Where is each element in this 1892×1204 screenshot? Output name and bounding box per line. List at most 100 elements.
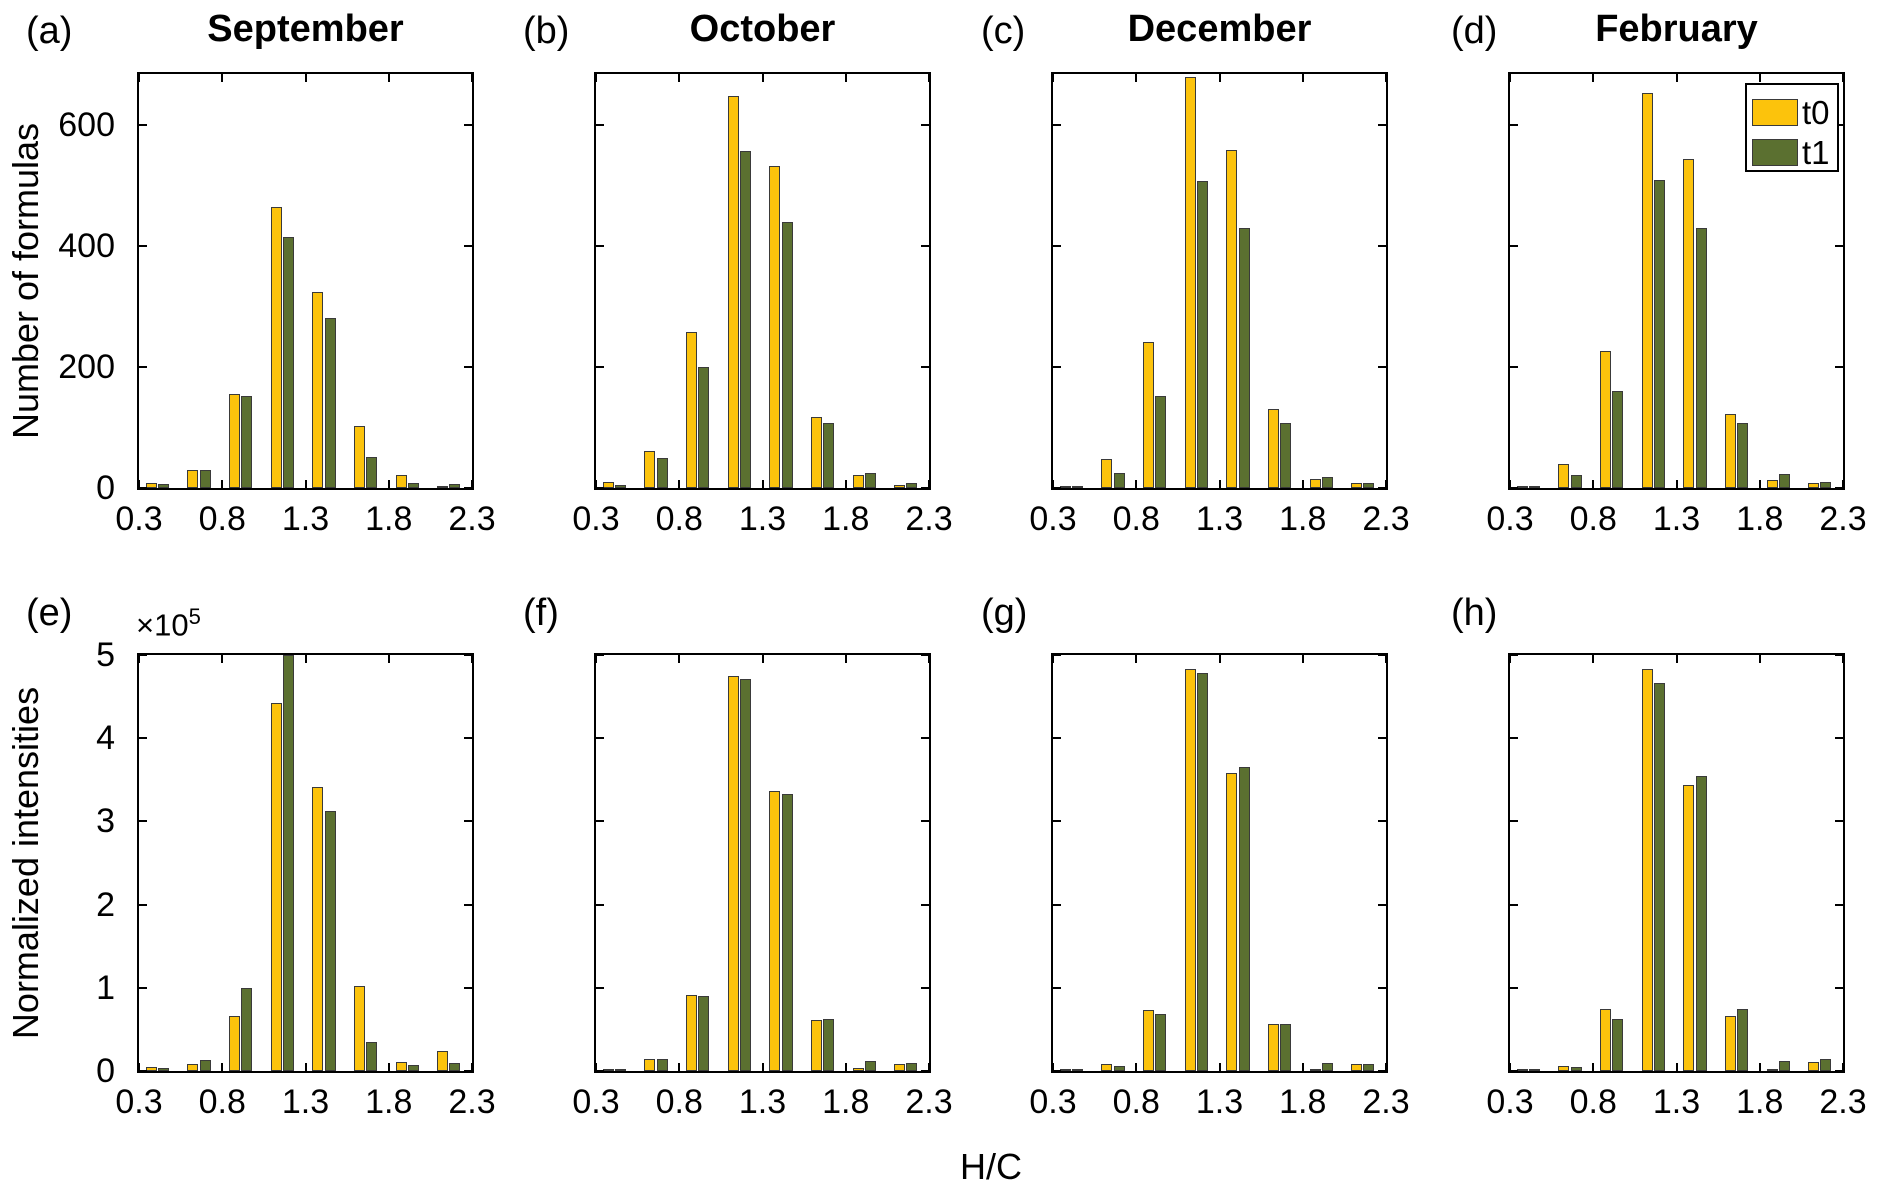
x-tick <box>1509 1063 1511 1071</box>
bar-f-t1-bin6 <box>823 1019 835 1071</box>
bar-a-t1-bin7 <box>407 482 419 488</box>
bar-h-t0-bin1 <box>1516 1069 1528 1071</box>
x-tick-label: 1.3 <box>1652 1083 1701 1121</box>
bar-b-t1-bin3 <box>698 367 710 488</box>
bar-f-t0-bin5 <box>769 790 781 1071</box>
bar-e-t1-bin1 <box>158 1067 169 1071</box>
x-tick-mirror <box>1592 655 1595 663</box>
x-tick-mirror <box>595 655 597 663</box>
x-tick-label: 2.3 <box>905 500 953 538</box>
bar-g-t1-bin7 <box>1321 1062 1333 1071</box>
bar-c-t0-bin8 <box>1351 482 1363 488</box>
y-tick-mirror <box>1378 487 1386 489</box>
y-tick <box>1053 654 1061 656</box>
y-tick-label: 3 <box>96 802 115 841</box>
x-tick-mirror <box>1675 74 1678 82</box>
bar-a-t0-bin5 <box>312 291 324 488</box>
x-tick <box>1385 480 1387 488</box>
bar-e-t1-bin5 <box>324 811 336 1071</box>
bar-h-t1-bin7 <box>1778 1061 1790 1071</box>
x-tick <box>304 480 307 488</box>
legend: t0 t1 <box>1745 83 1839 172</box>
x-tick-mirror <box>1218 655 1221 663</box>
bar-d-t1-bin3 <box>1612 390 1624 488</box>
x-tick <box>1675 480 1678 488</box>
y-tick <box>1053 124 1061 127</box>
y-tick-label: 4 <box>96 719 115 758</box>
x-tick-label: 1.8 <box>1279 500 1327 538</box>
panel-title-december: December <box>1127 8 1312 50</box>
x-tick <box>1135 1063 1138 1071</box>
x-tick-mirror <box>1301 655 1304 663</box>
x-tick-mirror <box>1385 655 1387 663</box>
x-tick-mirror <box>1218 74 1221 82</box>
bar-b-t0-bin8 <box>894 485 906 488</box>
x-tick <box>1301 480 1304 488</box>
legend-entry-t1: t1 <box>1752 132 1837 172</box>
bar-g-t1-bin6 <box>1280 1023 1292 1071</box>
panel-g <box>1051 653 1388 1073</box>
bar-c-t0-bin7 <box>1309 478 1321 488</box>
x-tick <box>928 1063 930 1071</box>
panel-f <box>594 653 931 1073</box>
x-tick-label: 0.8 <box>1112 500 1160 538</box>
x-tick-label: 1.8 <box>822 500 870 538</box>
panel-letter-d: (d) <box>1451 10 1498 52</box>
x-tick <box>928 480 930 488</box>
x-tick-mirror <box>1592 74 1595 82</box>
bar-e-t1-bin8 <box>449 1062 461 1071</box>
x-tick-label: 1.8 <box>1736 500 1784 538</box>
x-tick <box>844 1063 847 1071</box>
bar-a-t1-bin8 <box>449 484 461 488</box>
bar-c-t1-bin5 <box>1238 228 1250 488</box>
bar-h-t0-bin4 <box>1641 669 1653 1071</box>
x-tick-mirror <box>1052 655 1054 663</box>
bar-f-t1-bin5 <box>781 793 793 1071</box>
x-tick-mirror <box>471 74 473 82</box>
bar-h-t0-bin6 <box>1724 1016 1736 1071</box>
bar-d-t1-bin5 <box>1695 227 1707 488</box>
bar-d-t0-bin8 <box>1808 482 1820 488</box>
bar-a-t1-bin2 <box>199 469 211 488</box>
y-tick-mirror <box>1835 487 1843 489</box>
y-tick-mirror <box>1835 820 1843 823</box>
x-tick-label: 0.8 <box>655 500 703 538</box>
y-tick-mirror <box>921 245 929 248</box>
bar-g-t1-bin1 <box>1072 1069 1083 1071</box>
y-tick-label: 200 <box>58 348 115 387</box>
x-tick <box>1592 480 1595 488</box>
x-tick-label: 1.3 <box>1195 500 1244 538</box>
x-tick <box>221 1063 224 1071</box>
bar-b-t0-bin4 <box>727 96 739 488</box>
bar-f-t1-bin7 <box>864 1061 876 1071</box>
y-tick-label: 0 <box>96 469 115 507</box>
y-tick-mirror <box>464 366 472 369</box>
panel-b <box>594 72 931 490</box>
bar-a-t1-bin3 <box>241 395 253 488</box>
y-tick <box>1510 1070 1518 1072</box>
y-tick <box>596 245 604 248</box>
bar-d-t1-bin8 <box>1820 482 1832 488</box>
x-tick <box>1052 480 1054 488</box>
y-tick <box>1510 245 1518 248</box>
bar-c-t0-bin1 <box>1059 485 1071 488</box>
y-tick <box>596 654 604 656</box>
y-axis-label-row1: Number of formulas <box>5 122 46 440</box>
y-tick-mirror <box>464 245 472 248</box>
bar-h-t0-bin8 <box>1808 1061 1820 1071</box>
x-tick <box>471 1063 473 1071</box>
y-tick <box>596 986 604 989</box>
x-tick-label: 2.3 <box>448 500 496 538</box>
bar-g-t0-bin5 <box>1226 773 1238 1071</box>
y-tick-mirror <box>1835 1070 1843 1072</box>
bar-d-t0-bin5 <box>1683 159 1695 488</box>
x-tick-mirror <box>304 655 307 663</box>
y-tick <box>596 124 604 127</box>
bar-a-t0-bin4 <box>270 207 282 488</box>
x-tick <box>844 480 847 488</box>
bar-e-t0-bin3 <box>229 1016 241 1071</box>
x-tick <box>761 1063 764 1071</box>
bar-d-t0-bin6 <box>1724 413 1736 488</box>
bar-e-t0-bin1 <box>145 1066 157 1071</box>
x-tick <box>1842 480 1844 488</box>
